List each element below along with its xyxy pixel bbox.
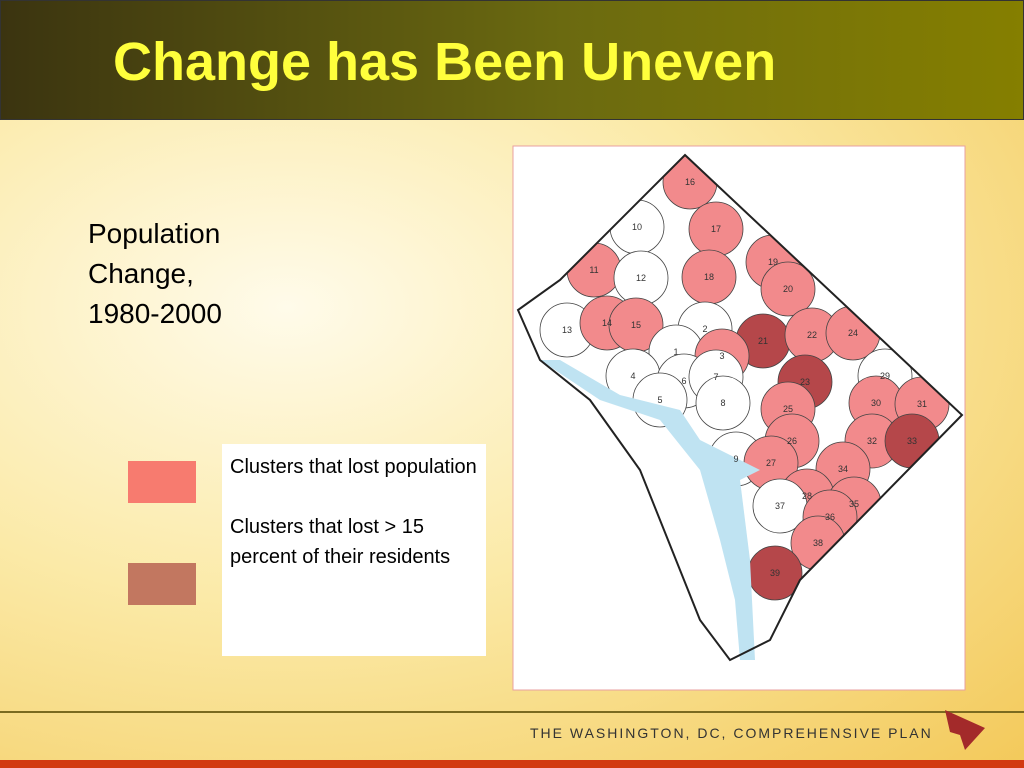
- cluster-label: 37: [775, 501, 785, 511]
- cluster-label: 10: [632, 222, 642, 232]
- cluster-label: 11: [589, 265, 598, 275]
- cluster-label: 13: [562, 325, 572, 335]
- footer-text: THE WASHINGTON, DC, COMPREHENSIVE PLAN: [530, 725, 933, 741]
- cluster-label: 12: [636, 273, 646, 283]
- subtitle-line: Change,: [88, 258, 194, 289]
- cluster-label: 33: [907, 436, 917, 446]
- cluster-label: 18: [704, 272, 714, 282]
- legend-label: Clusters that lost population: [230, 456, 477, 478]
- cluster-area: [760, 261, 816, 317]
- footer: [0, 710, 1024, 768]
- title: Change has Been Uneven: [113, 32, 777, 92]
- cluster-label: 38: [813, 538, 823, 548]
- cluster-area: [695, 375, 751, 431]
- cluster-label: 36: [825, 512, 835, 522]
- cluster-label: 31: [917, 399, 927, 409]
- cluster-label: 32: [867, 436, 877, 446]
- cluster-label: 28: [802, 491, 812, 501]
- cluster-label: 7: [713, 372, 718, 382]
- cluster-label: 3: [719, 351, 724, 361]
- cluster-label: 15: [631, 320, 641, 330]
- river: [540, 360, 760, 660]
- cluster-label: 25: [783, 404, 793, 414]
- header-bar: Change has Been Uneven: [0, 0, 1024, 120]
- cluster-label: 17: [711, 224, 721, 234]
- cluster-label: 4: [630, 371, 635, 381]
- legend-swatch: [128, 461, 196, 503]
- legend-label: Clusters that lost > 15 percent of their…: [230, 516, 451, 568]
- cluster-label: 19: [768, 257, 778, 267]
- cluster-label: 21: [758, 336, 768, 346]
- cluster-label: 30: [871, 398, 881, 408]
- cluster-label: 9: [733, 454, 738, 464]
- cluster-label: 16: [685, 177, 695, 187]
- cluster-label: 2: [702, 324, 707, 334]
- subtitle-line: 1980-2000: [88, 298, 222, 329]
- cluster-label: 5: [657, 395, 662, 405]
- legend-box: Clusters that lost population Clusters t…: [222, 444, 486, 656]
- cluster-label: 6: [681, 376, 686, 386]
- subtitle-line: Population: [88, 218, 221, 249]
- cluster-label: 34: [838, 464, 848, 474]
- legend-swatch: [128, 563, 196, 605]
- cluster-label: 35: [849, 499, 859, 509]
- dc-outline: [516, 153, 964, 662]
- cluster-label: 23: [800, 377, 810, 387]
- cluster-label: 14: [602, 318, 612, 328]
- cluster-label: 22: [807, 330, 817, 340]
- cluster-label: 24: [848, 328, 858, 338]
- cluster-label: 39: [770, 568, 780, 578]
- cluster-label: 20: [783, 284, 793, 294]
- cluster-label: 29: [880, 371, 890, 381]
- cluster-label: 1: [673, 347, 678, 357]
- cluster-label: 27: [766, 458, 776, 468]
- subtitle: Population Change, 1980-2000: [88, 214, 222, 334]
- cluster-label: 8: [720, 398, 725, 408]
- cluster-label: 26: [787, 436, 797, 446]
